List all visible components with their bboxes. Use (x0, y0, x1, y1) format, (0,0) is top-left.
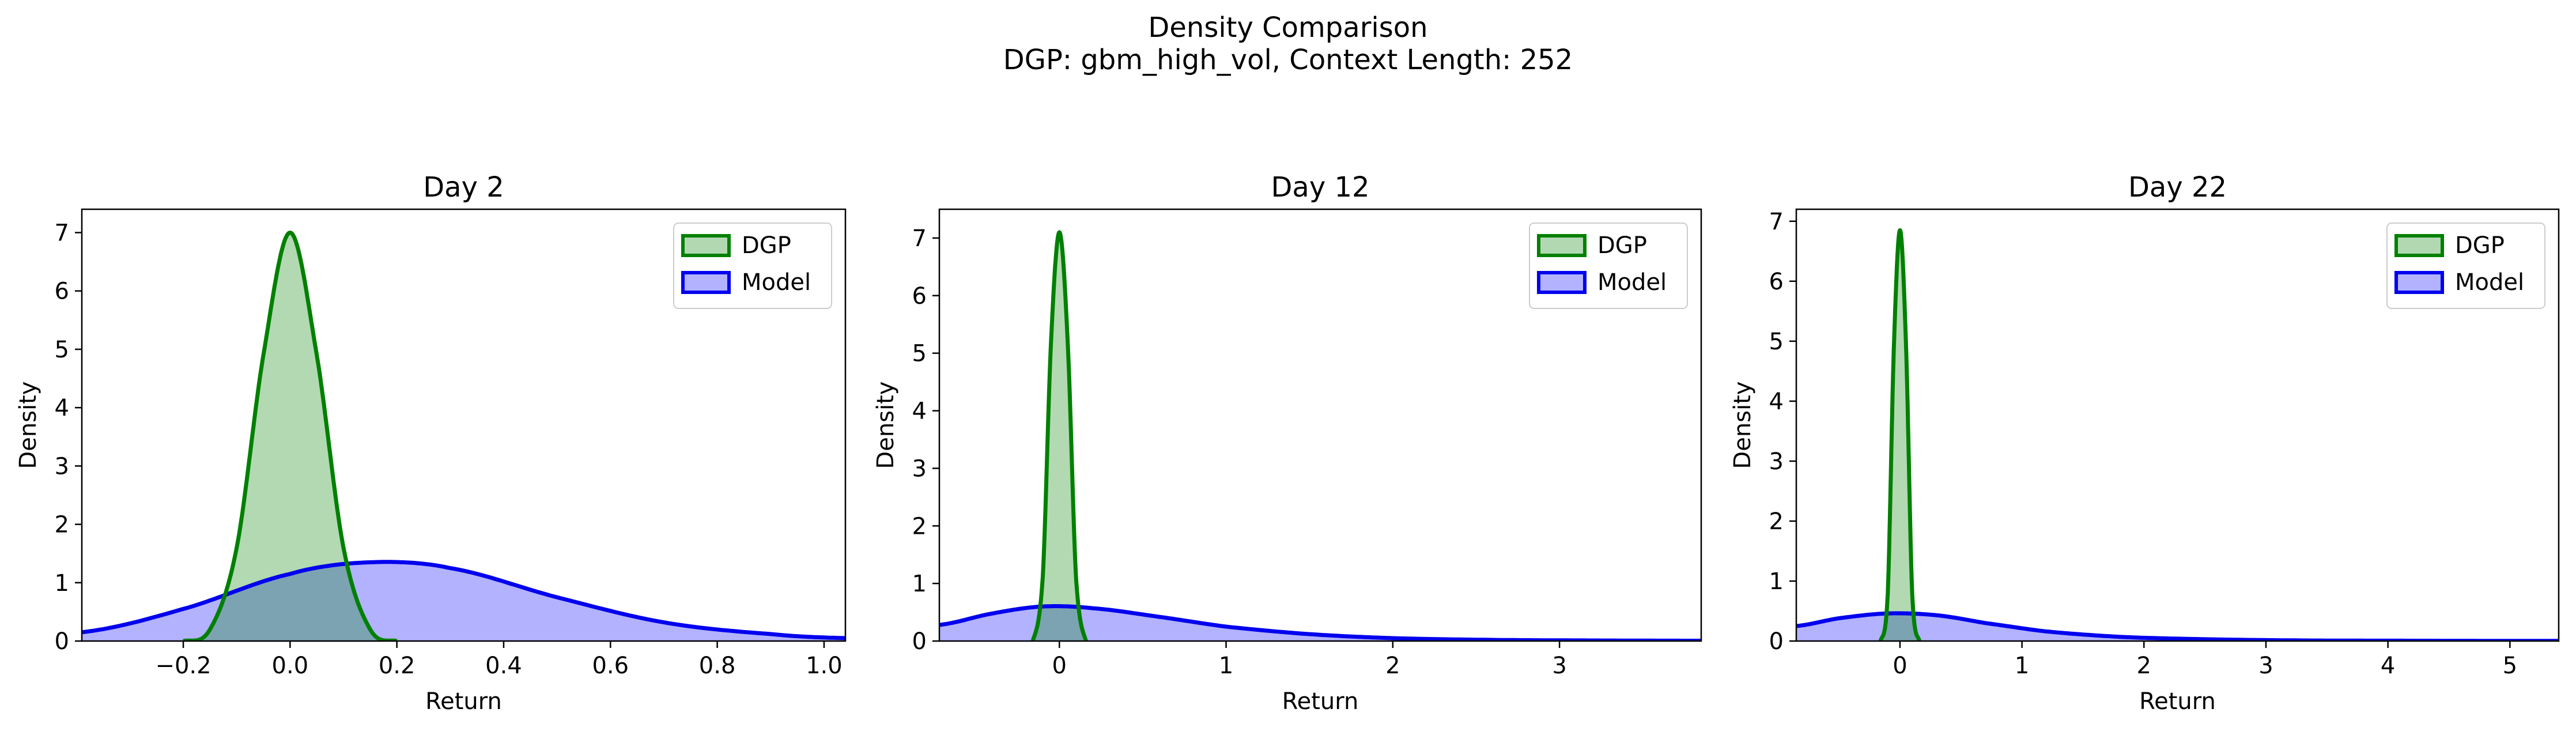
x-tick-label: 0.2 (379, 653, 416, 679)
y-tick-label: 1 (912, 571, 927, 597)
y-tick-label: 4 (1769, 389, 1784, 415)
y-tick-label: 0 (912, 628, 927, 655)
x-tick-label: 0 (1052, 653, 1067, 679)
subplot-title: Day 12 (1271, 171, 1369, 203)
y-tick-label: 6 (55, 278, 69, 305)
dgp-legend-label: DGP (2455, 232, 2505, 259)
y-tick-label: 2 (912, 513, 927, 540)
x-tick-label: 1.0 (806, 653, 843, 679)
axes-frame (1795, 208, 2560, 642)
model-density-fill (1796, 613, 2559, 641)
y-tick-label: 7 (912, 225, 927, 252)
y-tick-label: 7 (55, 220, 69, 246)
y-tick-label: 5 (55, 337, 69, 363)
x-tick-label: 1 (2015, 653, 2029, 679)
dgp-density-line (1878, 228, 1922, 641)
subplot-day-22: 0 1 2 3 4 5 0 1 2 3 4 5 6 7 Day 22 Return Density DGP Mode… (1729, 171, 2560, 715)
y-axis-label: Density (1729, 381, 1756, 469)
x-tick-label: 3 (2258, 653, 2273, 679)
y-tick-label: 4 (55, 395, 69, 421)
y-tick-label: 7 (1769, 209, 1784, 235)
y-tick-label: 1 (55, 570, 69, 597)
y-axis-label: Density (15, 381, 41, 469)
model-legend-swatch (1537, 271, 1587, 294)
x-tick-label: 0 (1893, 653, 1907, 679)
plot-area (82, 231, 845, 641)
x-tick-label: −0.2 (155, 653, 211, 679)
model-density-line (82, 560, 845, 640)
x-tick-label: 0.0 (272, 653, 309, 679)
dgp-legend-swatch (681, 234, 731, 257)
subplot-title: Day 2 (423, 171, 504, 203)
model-legend-swatch (2394, 271, 2444, 294)
y-tick-label: 6 (1769, 269, 1784, 295)
figure-title: Density Comparison (1148, 12, 1428, 44)
x-axis-label: Return (2139, 688, 2216, 715)
y-tick-label: 1 (1769, 568, 1784, 595)
y-tick-label: 3 (912, 455, 927, 482)
x-tick-label: 2 (2137, 653, 2151, 679)
y-tick-label: 5 (912, 341, 927, 367)
x-tick-label: 2 (1385, 653, 1400, 679)
dgp-legend-label: DGP (1597, 232, 1647, 259)
plot-area (939, 230, 1701, 641)
x-axis-label: Return (1282, 688, 1359, 715)
model-legend-label: Model (2455, 269, 2524, 296)
figure-subtitle: DGP: gbm_high_vol, Context Length: 252 (1003, 44, 1573, 76)
y-tick-label: 0 (55, 628, 69, 655)
dgp-legend-label: DGP (742, 232, 791, 259)
model-density-fill (939, 606, 1701, 641)
y-tick-label: 5 (1769, 329, 1784, 355)
dgp-legend-swatch (2394, 234, 2444, 257)
x-tick-label: 0.6 (592, 653, 629, 679)
x-tick-label: 0.8 (699, 653, 736, 679)
model-density-line (939, 604, 1701, 641)
dgp-density-line (1030, 230, 1088, 641)
x-tick-label: 4 (2381, 653, 2395, 679)
y-tick-label: 2 (55, 512, 69, 538)
y-tick-label: 3 (1769, 448, 1784, 475)
y-tick-label: 2 (1769, 508, 1784, 535)
y-tick-label: 6 (912, 283, 927, 310)
subplot-day-12: 0 1 2 3 0 1 2 3 4 5 6 7 Day 12 Return Density DGP Model (872, 171, 1702, 715)
dgp-legend-swatch (1537, 234, 1587, 257)
x-tick-label: 3 (1552, 653, 1566, 679)
y-axis-label: Density (872, 381, 899, 469)
x-tick-label: 1 (1219, 653, 1233, 679)
subplot-title: Day 22 (2128, 171, 2227, 203)
dgp-density-line (182, 231, 398, 641)
axes-frame (938, 208, 1702, 642)
y-tick-label: 4 (912, 398, 927, 425)
model-legend-label: Model (1597, 269, 1667, 296)
subplot-day-2: −0.2 0.0 0.2 0.4 0.6 0.8 1.0 0 1 2 3 4 5 6 7 Day 2 Retur… (15, 171, 847, 715)
y-tick-label: 3 (55, 453, 69, 480)
dgp-density-fill (183, 232, 397, 641)
y-tick-label: 0 (1769, 628, 1784, 655)
x-tick-label: 5 (2503, 653, 2517, 679)
model-legend-label: Model (742, 269, 811, 296)
model-legend-swatch (681, 271, 731, 294)
axes-frame (81, 208, 847, 642)
x-tick-label: 0.4 (485, 653, 522, 679)
x-axis-label: Return (425, 688, 502, 715)
